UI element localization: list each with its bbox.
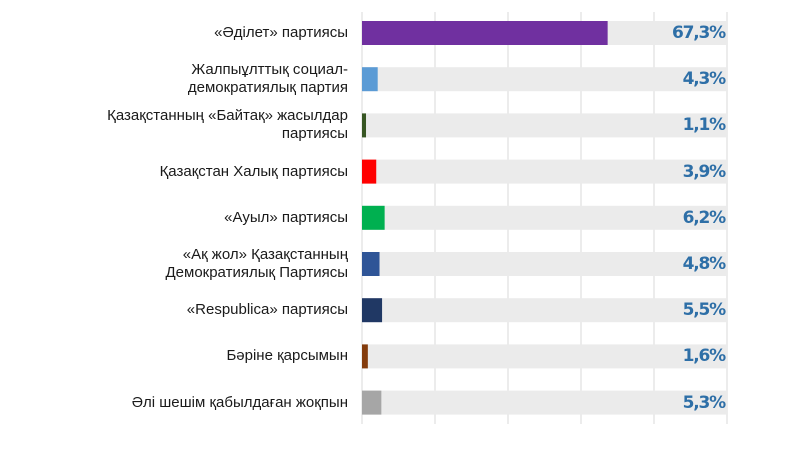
category-label-7: Бәріне қарсымын [48, 347, 348, 365]
value-label-6: 5,5% [682, 300, 727, 321]
category-label-line: Жалпыұлттық социал- [191, 61, 348, 79]
category-label-line: демократиялық партия [187, 79, 348, 97]
bar-track-8 [362, 390, 727, 415]
category-label-2: Қазақстанның «Байтақ» жасылдар партиясы [48, 107, 348, 143]
value-label-8: 5,3% [682, 392, 727, 413]
category-label-4: «Ауыл» партиясы [48, 209, 348, 227]
category-label-line: Демократиялық Партиясы [165, 264, 349, 281]
value-label-3: 3,9% [682, 161, 727, 182]
category-label-3: Қазақстан Халық партиясы [48, 163, 348, 181]
category-label-line: Әлі шешім қабылдаған жоқпын [131, 393, 348, 411]
bar-track-2 [362, 113, 727, 138]
category-label-0: «Әділет» партиясы [48, 24, 348, 42]
bar-8 [362, 390, 382, 415]
category-label-line: Қазақстанның «Байтақ» жасылдар [107, 107, 348, 125]
category-label-5: «Ақ жол» Қазақстанның Демократиялық Парти… [48, 246, 349, 282]
bar-6 [362, 298, 383, 323]
bar-5 [362, 252, 380, 276]
bar-track-4 [362, 205, 727, 230]
bar-0 [362, 21, 608, 45]
bar-track-3 [362, 159, 727, 184]
bar-4 [362, 205, 385, 230]
value-label-1: 4,3% [682, 69, 727, 90]
value-label-5: 4,8% [682, 254, 727, 274]
category-label-line: Қазақстан Халық партиясы [159, 162, 348, 180]
value-label-2: 1,1% [682, 115, 727, 136]
category-label-line: «Respublica» партиясы [186, 301, 348, 319]
bar-track-6 [362, 298, 727, 323]
bar-track-1 [362, 67, 727, 92]
bar-1 [362, 67, 378, 92]
category-label-6: «Respublica» партиясы [48, 301, 348, 319]
bar-7 [362, 344, 368, 369]
category-label-line: «Ақ жол» Қазақстанның [182, 246, 348, 263]
bar-3 [362, 159, 377, 184]
category-label-line: Бәріне қарсымын [226, 347, 348, 365]
value-label-7: 1,6% [682, 346, 727, 367]
category-label-8: Әлі шешім қабылдаған жоқпын [48, 394, 348, 412]
value-label-4: 6,2% [682, 207, 727, 228]
bar-track-5 [362, 252, 727, 276]
category-label-1: Жалпыұлттық социал-демократиялық партия [48, 61, 348, 97]
value-label-0: 67,3% [672, 23, 726, 43]
category-label-line: партиясы [281, 125, 348, 143]
category-label-line: «Әділет» партиясы [214, 24, 348, 41]
bar-track-7 [362, 344, 727, 369]
bar-2 [362, 113, 367, 138]
category-label-line: «Ауыл» партиясы [224, 208, 348, 226]
